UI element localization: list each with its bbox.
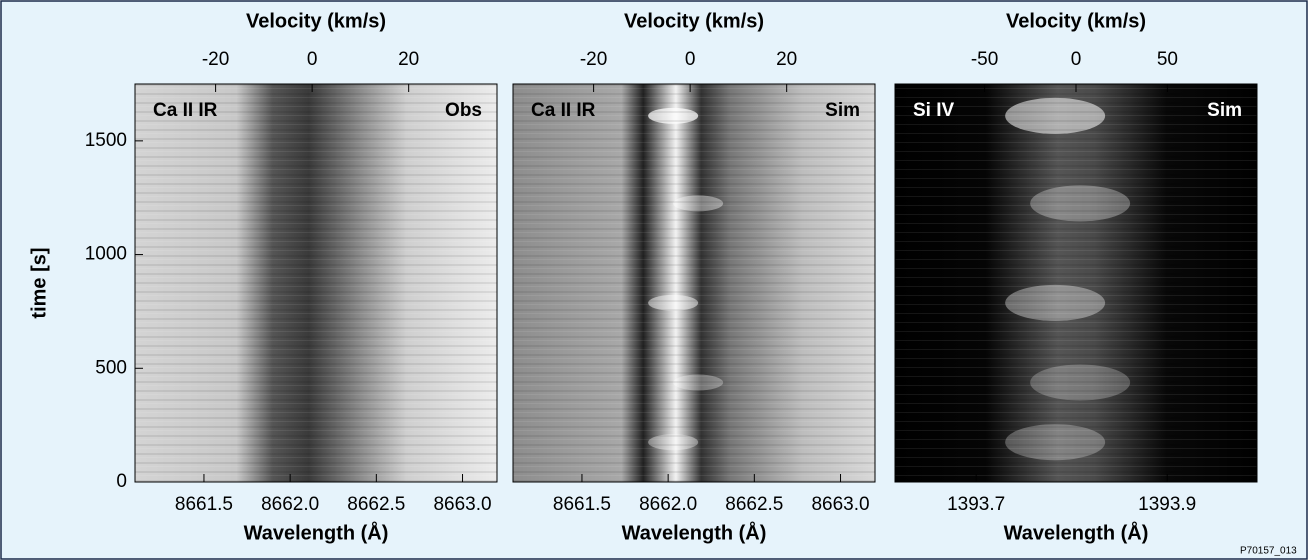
x-axis-label: Wavelength (Å): [1004, 520, 1149, 544]
x-tick-label: 8662.0: [639, 494, 697, 515]
x2-axis-label: Velocity (km/s): [624, 10, 764, 32]
x-tick-label: 8663.0: [433, 494, 491, 515]
x-tick-label: 8662.5: [725, 494, 783, 515]
x2-tick-label: 0: [1071, 49, 1082, 70]
x2-axis-label: Velocity (km/s): [246, 10, 386, 32]
panel-label: Si IV: [913, 100, 955, 121]
plot-frame: [134, 83, 498, 483]
x-tick-label: 8663.0: [811, 494, 869, 515]
y-tick-label: 1000: [85, 244, 127, 265]
spectrogram-texture: [513, 84, 875, 482]
x2-tick-label: -20: [202, 49, 229, 70]
plot-frame: [512, 83, 876, 483]
panel-label: Sim: [1207, 100, 1242, 121]
footnote: P70157_013: [1240, 546, 1297, 557]
y-tick-label: 1500: [85, 130, 127, 151]
x-tick-label: 1393.9: [1138, 494, 1196, 515]
panel-label: Ca II IR: [153, 100, 218, 121]
x2-tick-label: -50: [971, 49, 998, 70]
y-axis-label: time [s]: [28, 247, 50, 318]
x-tick-label: 1393.7: [947, 494, 1005, 515]
x2-tick-label: 0: [685, 49, 696, 70]
x-tick-label: 8661.5: [553, 494, 611, 515]
x2-tick-label: 20: [776, 49, 797, 70]
x-tick-label: 8662.0: [261, 494, 319, 515]
spectrogram-texture: [895, 84, 1257, 482]
x2-tick-label: 0: [307, 49, 318, 70]
x2-tick-label: 50: [1157, 49, 1178, 70]
panel-label: Obs: [445, 100, 482, 121]
panel-label: Ca II IR: [531, 100, 596, 121]
x2-axis-label: Velocity (km/s): [1006, 10, 1146, 32]
x2-tick-label: 20: [398, 49, 419, 70]
x-axis-label: Wavelength (Å): [622, 520, 767, 544]
y-tick-label: 0: [116, 471, 127, 492]
x-tick-label: 8661.5: [175, 494, 233, 515]
x-axis-label: Wavelength (Å): [244, 520, 389, 544]
panel-label: Sim: [825, 100, 860, 121]
x2-tick-label: -20: [580, 49, 607, 70]
x-tick-label: 8662.5: [347, 494, 405, 515]
spectrogram-texture: [135, 84, 497, 482]
y-tick-label: 500: [95, 357, 127, 378]
